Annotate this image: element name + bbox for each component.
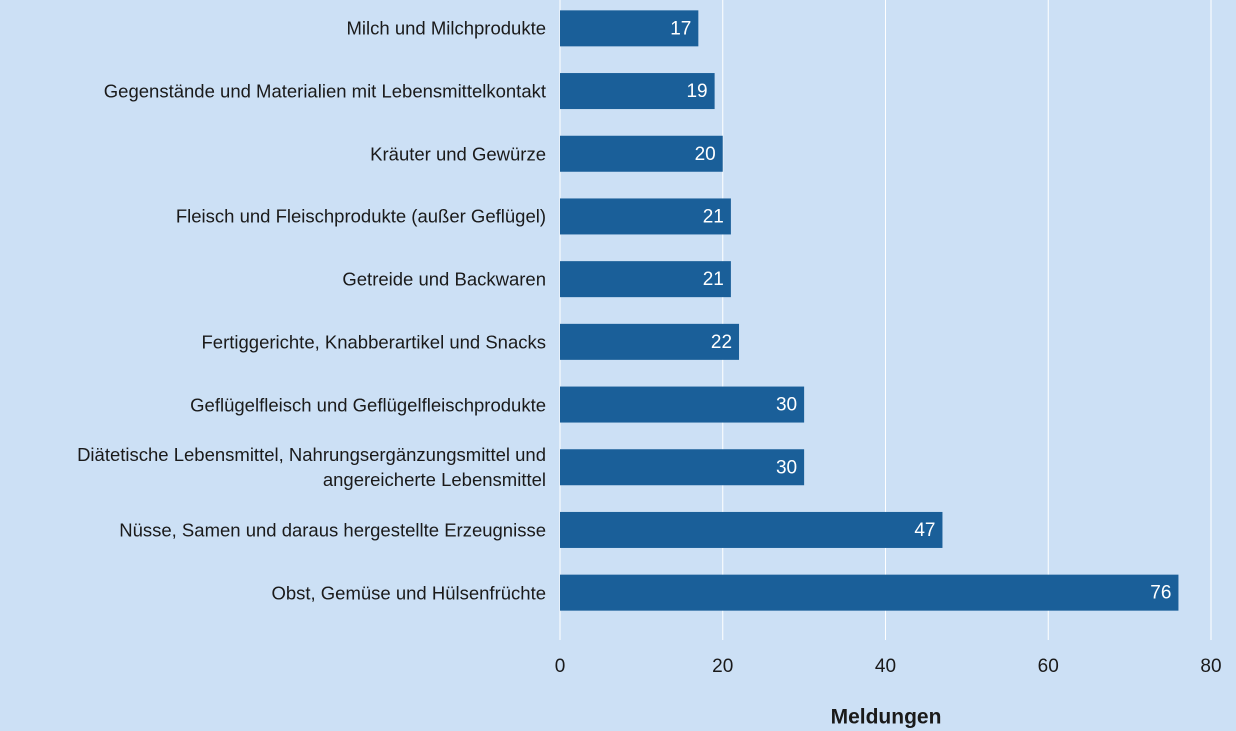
x-tick-label: 40 — [875, 656, 896, 677]
data-label: 22 — [711, 332, 732, 353]
data-label: 30 — [776, 457, 797, 478]
y-tick-label: Milch und Milchprodukte — [346, 17, 546, 39]
y-tick-label: Nüsse, Samen und daraus hergestellte Erz… — [119, 519, 546, 541]
y-tick-label: Obst, Gemüse und Hülsenfrüchte — [271, 582, 546, 604]
y-tick-label: Diätetische Lebensmittel, Nahrungsergänz… — [77, 444, 546, 491]
y-tick-label: Getreide und Backwaren — [342, 268, 546, 290]
x-tick-label: 0 — [555, 656, 566, 677]
data-label: 30 — [776, 395, 797, 416]
data-label: 76 — [1150, 583, 1171, 604]
data-label: 17 — [670, 18, 691, 39]
bar — [560, 323, 740, 360]
bar — [560, 73, 715, 110]
bar — [560, 386, 805, 423]
bar — [560, 261, 731, 298]
data-label: 47 — [914, 520, 935, 541]
x-tick-label: 80 — [1200, 656, 1221, 677]
y-tick-label: Kräuter und Gewürze — [370, 143, 546, 165]
data-label: 21 — [703, 206, 724, 227]
y-tick-label: Fleisch und Fleischprodukte (außer Geflü… — [175, 205, 546, 227]
bar — [560, 10, 699, 47]
bar — [560, 449, 805, 486]
x-axis-title: Meldungen — [831, 706, 942, 729]
bar — [560, 574, 1179, 611]
x-tick-label: 20 — [712, 656, 733, 677]
bar — [560, 135, 723, 172]
data-label: 20 — [695, 144, 716, 165]
bar — [560, 511, 943, 548]
data-label: 19 — [686, 81, 707, 102]
x-tick-label: 60 — [1038, 656, 1059, 677]
data-label: 21 — [703, 269, 724, 290]
y-tick-label: Fertiggerichte, Knabberartikel und Snack… — [201, 331, 547, 353]
y-tick-label: Geflügelfleisch und Geflügelfleischprodu… — [190, 394, 546, 416]
y-tick-label: Gegenstände und Materialien mit Lebensmi… — [103, 80, 546, 102]
bar — [560, 198, 731, 235]
